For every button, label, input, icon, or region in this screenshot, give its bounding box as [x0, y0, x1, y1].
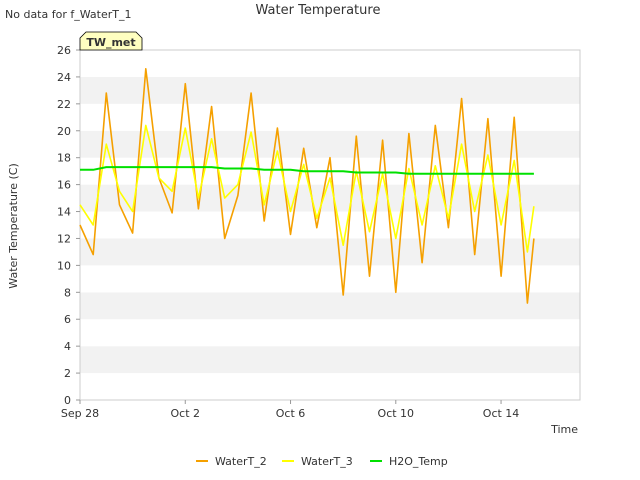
y-tick-label: 14	[57, 206, 71, 219]
plot-band	[80, 76, 580, 104]
legend-label: H2O_Temp	[389, 455, 448, 468]
site-badge: TW_met	[79, 31, 143, 51]
plot-band	[80, 238, 580, 266]
plot-band	[80, 292, 580, 320]
plot-band	[80, 346, 580, 374]
site-badge-label: TW_met	[86, 36, 135, 49]
y-tick-label: 10	[57, 259, 71, 272]
y-tick-label: 22	[57, 98, 71, 111]
site-badge-shape	[79, 31, 143, 51]
chart-legend: WaterT_2 WaterT_3 H2O_Temp	[196, 455, 448, 468]
x-tick-label: Oct 10	[378, 407, 415, 420]
series-line-h2o-temp	[80, 166, 534, 175]
x-tick-label: Oct 2	[171, 407, 201, 420]
y-tick-label: 6	[64, 313, 71, 326]
plot-background-bands	[80, 50, 580, 400]
y-tick-label: 24	[57, 71, 71, 84]
y-axis-label: Water Temperature (C)	[7, 163, 20, 288]
x-axis-label: Time	[550, 423, 578, 436]
plot-band	[80, 103, 580, 131]
plot-band	[80, 265, 580, 293]
y-tick-label: 4	[64, 340, 71, 353]
plot-band	[80, 319, 580, 347]
x-tick-label: Oct 14	[483, 407, 520, 420]
legend-label: WaterT_3	[301, 455, 353, 468]
y-tick-label: 18	[57, 152, 71, 165]
no-data-note: No data for f_WaterT_1	[5, 8, 131, 21]
x-axis-ticks: Sep 28 Oct 2 Oct 6 Oct 10 Oct 14	[61, 400, 519, 420]
y-tick-label: 20	[57, 125, 71, 138]
plot-band	[80, 50, 580, 77]
x-tick-label: Oct 6	[276, 407, 306, 420]
data-series-lines	[79, 68, 535, 304]
legend-label: WaterT_2	[215, 455, 267, 468]
y-tick-label: 0	[64, 394, 71, 407]
y-tick-label: 26	[57, 44, 71, 57]
y-tick-label: 12	[57, 232, 71, 245]
series-line-watert-3	[79, 124, 535, 253]
y-tick-label: 8	[64, 286, 71, 299]
y-tick-label: 16	[57, 179, 71, 192]
x-tick-label: Sep 28	[61, 407, 99, 420]
plot-band	[80, 130, 580, 158]
chart-title: Water Temperature	[256, 3, 381, 18]
plot-band	[80, 373, 580, 400]
y-tick-label: 2	[64, 367, 71, 380]
